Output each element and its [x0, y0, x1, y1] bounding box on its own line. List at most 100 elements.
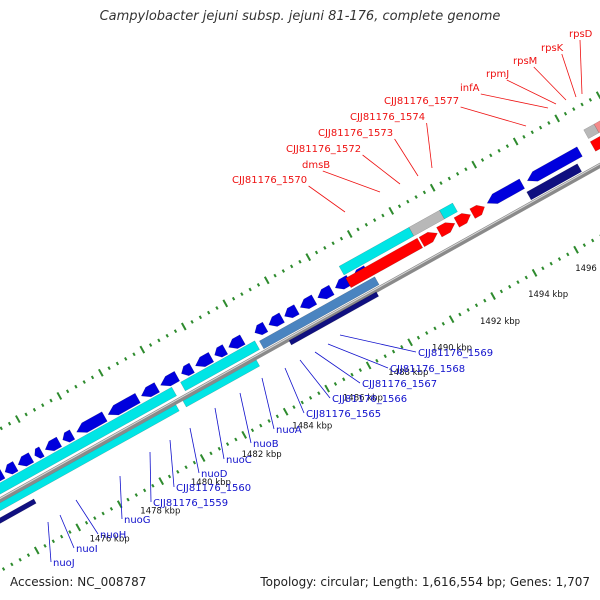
tick-mark [391, 349, 396, 354]
tick-mark [199, 453, 206, 462]
tick-label: 1478 kbp [140, 506, 180, 516]
tick-mark [24, 412, 28, 417]
tick-mark [538, 125, 543, 130]
reverse-cds-arrow [4, 461, 19, 475]
reverse-cds-arrow [17, 452, 35, 467]
tick-mark [292, 405, 296, 409]
genome-backbone [0, 162, 600, 503]
accession-label: Accession: NC_008787 [10, 575, 147, 589]
tick-mark [425, 331, 429, 335]
tick-mark [588, 97, 593, 102]
tick-mark [439, 181, 443, 185]
reverse-gene-leader [327, 343, 389, 369]
tick-mark [563, 111, 568, 116]
tick-mark [157, 338, 161, 343]
tick-label: 1476 kbp [90, 535, 130, 545]
forward-gene-label: CJJ81176_1570 [232, 175, 307, 186]
tick-mark [508, 284, 512, 289]
tick-mark [124, 357, 128, 361]
tick-mark [7, 421, 12, 426]
reverse-gene-label: CJJ81176_1566 [332, 394, 407, 405]
reverse-gene-label: CJJ81176_1567 [362, 379, 437, 390]
reverse-gene-label: CJJ81176_1568 [390, 364, 465, 375]
tick-mark [248, 287, 252, 292]
tick-mark [225, 442, 230, 446]
forward-gene-label: rpsK [541, 43, 564, 54]
tick-mark [422, 190, 427, 195]
tick-mark [339, 236, 344, 241]
tick-label: 1496 kbp [575, 264, 600, 274]
tick-mark [416, 335, 421, 340]
tick-mark [305, 253, 312, 262]
tick-mark [554, 114, 560, 123]
tick-mark [429, 183, 436, 192]
tick-label: 1486 kbp [343, 393, 383, 403]
tick-mark [356, 227, 360, 232]
forward-gene-label: CJJ81176_1573 [318, 128, 393, 139]
reverse-gene-label: nuoH [100, 530, 126, 541]
reverse-gene-leader [214, 407, 225, 460]
reverse-cds-arrow [268, 312, 285, 327]
tick-mark [41, 403, 45, 408]
forward-gene-label: infA [460, 83, 480, 94]
reverse-gene-label: nuoI [76, 544, 98, 555]
tick-mark [256, 283, 261, 287]
reverse-gene-leader [299, 359, 331, 399]
reverse-cds-arrow [0, 468, 6, 482]
reverse-gene-leader [339, 334, 417, 353]
tick-mark [566, 252, 570, 257]
tick-mark [241, 430, 247, 439]
forward-gene-leader [506, 79, 557, 105]
reverse-cds-arrow [62, 429, 76, 443]
tick-mark [74, 384, 78, 389]
tick-mark [314, 250, 319, 255]
tick-mark [471, 160, 478, 169]
tick-mark [207, 310, 211, 315]
reverse-cds-arrow [34, 446, 45, 459]
tick-mark [499, 289, 504, 294]
tick-mark [372, 218, 377, 223]
tick-mark [65, 389, 70, 394]
forward-gene-label: rpmJ [486, 69, 509, 80]
forward-gene-leader [322, 170, 381, 193]
tick-mark [522, 134, 526, 139]
tick-mark [32, 407, 37, 412]
tick-label: 1488 kbp [388, 368, 428, 378]
forward-gene-label: rpsM [513, 56, 537, 67]
tick-mark [572, 107, 576, 111]
map-title: Campylobacter jejuni subsp. jejuni 81-17… [99, 9, 501, 24]
tick-mark [342, 377, 346, 382]
tick-mark [151, 483, 155, 488]
tick-mark [217, 446, 221, 451]
tick-label: 1480 kbp [191, 478, 231, 488]
tick-mark [524, 275, 528, 280]
reverse-gene-leader [239, 392, 252, 444]
forward-gene-leader [460, 106, 527, 127]
reverse-gene-label: nuoA [276, 425, 302, 436]
rna-segment [439, 202, 458, 220]
tick-mark [139, 345, 146, 354]
tick-mark [530, 130, 534, 135]
tick-mark [148, 343, 153, 347]
forward-cds-arrow [453, 213, 471, 228]
forward-gene-leader [308, 185, 346, 213]
reverse-cds-arrow [181, 362, 195, 377]
tick-mark [250, 428, 255, 433]
tick-mark [466, 308, 470, 312]
forward-gene-leader [362, 154, 401, 185]
tick-mark [26, 553, 31, 558]
tick-mark [215, 306, 219, 310]
tick-mark [10, 562, 14, 567]
tick-mark [582, 243, 587, 248]
reverse-gene-label: CJJ81176_1559 [153, 498, 228, 509]
topology-summary: Topology: circular; Length: 1,616,554 bp… [260, 575, 590, 589]
gene-overlay [259, 276, 380, 350]
tick-mark [115, 361, 120, 366]
tick-mark [267, 419, 271, 423]
tick-mark [549, 261, 553, 266]
tick-mark [323, 245, 327, 250]
tick-mark [365, 361, 372, 370]
tick-label: 1482 kbp [242, 450, 282, 460]
reverse-gene-leader [59, 514, 75, 549]
tick-mark [68, 530, 72, 534]
